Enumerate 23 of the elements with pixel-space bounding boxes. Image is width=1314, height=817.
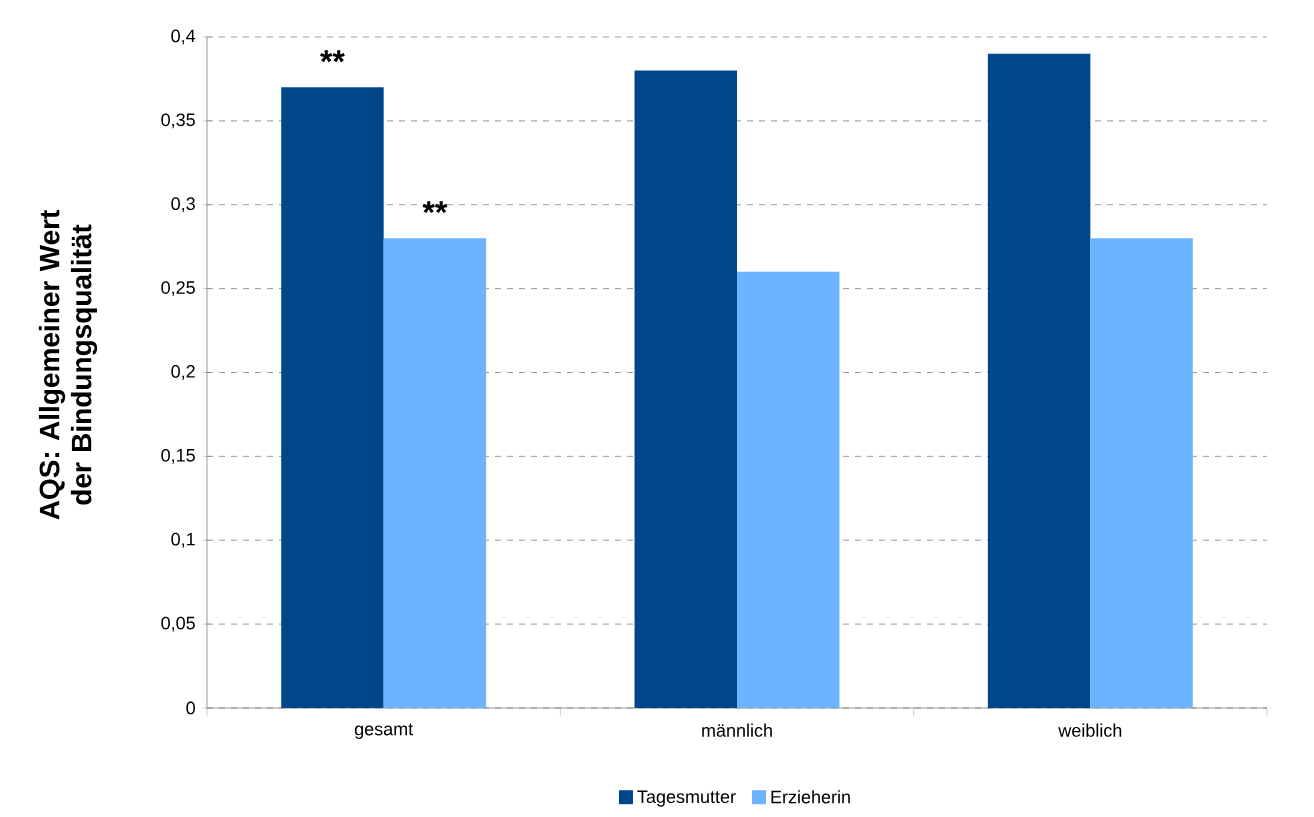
y-tick-label: 0,15 [161,448,195,464]
x-tick-label: gesamt [354,723,414,739]
bar [1090,238,1193,708]
y-tick-label: 0,2 [171,365,195,380]
y-tick-label: 0 [186,701,195,715]
x-tick-label: männlich [702,723,772,737]
bar [281,87,384,708]
y-tick-label: 0,35 [161,113,195,129]
bar [383,238,487,708]
y-tick-label: 0,1 [171,532,195,548]
y-tick-label: 0,4 [171,29,196,45]
annotation: ** [422,201,448,214]
bar [987,53,1091,708]
y-tick-label: 0,05 [161,616,195,632]
bar [737,271,840,708]
x-tick-label: weiblich [1058,723,1122,737]
y-tick-label: 0,3 [171,197,195,213]
y-axis-title: AQS: Allgemeiner Wert der Bindungsqualität [38,210,98,520]
bar [634,70,738,708]
annotation: ** [320,50,345,63]
legend-label: Erzieherin [771,790,850,804]
y-tick-label: 0,25 [161,281,195,297]
legend-label: Tagesmutter [637,790,736,807]
